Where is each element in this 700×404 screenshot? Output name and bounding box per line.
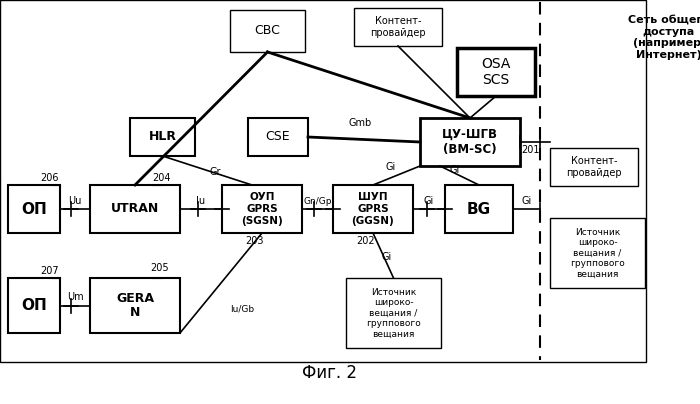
Bar bbox=[333, 185, 413, 233]
Text: Gi: Gi bbox=[522, 196, 532, 206]
Bar bbox=[346, 278, 441, 348]
Text: Источник
широко-
вещания /
группового
вещания: Источник широко- вещания / группового ве… bbox=[570, 228, 625, 278]
Bar bbox=[90, 278, 180, 333]
Text: Источник
широко-
вещания /
группового
вещания: Источник широко- вещания / группового ве… bbox=[366, 288, 421, 338]
Bar bbox=[550, 218, 645, 288]
Text: Gn/Gp: Gn/Gp bbox=[304, 197, 332, 206]
Text: 205: 205 bbox=[150, 263, 169, 273]
Text: UTRAN: UTRAN bbox=[111, 202, 159, 215]
Text: Gi: Gi bbox=[385, 162, 396, 172]
Text: CSE: CSE bbox=[266, 130, 290, 143]
Text: Um: Um bbox=[66, 292, 83, 303]
Text: Gi: Gi bbox=[450, 165, 461, 175]
Text: Iu: Iu bbox=[197, 196, 206, 206]
Bar bbox=[550, 148, 638, 186]
Bar bbox=[420, 118, 520, 166]
Text: 203: 203 bbox=[246, 236, 265, 246]
Text: ОП: ОП bbox=[21, 298, 47, 313]
Text: Контент-
провайдер: Контент- провайдер bbox=[566, 156, 622, 178]
Text: CBC: CBC bbox=[255, 25, 281, 38]
Text: 207: 207 bbox=[40, 266, 59, 276]
Text: BG: BG bbox=[467, 202, 491, 217]
Text: Gmb: Gmb bbox=[349, 118, 372, 128]
Text: ОУП
GPRS
(SGSN): ОУП GPRS (SGSN) bbox=[241, 192, 283, 225]
Bar bbox=[230, 10, 305, 52]
Text: ЦУ-ШГВ
(BM-SC): ЦУ-ШГВ (BM-SC) bbox=[442, 128, 498, 156]
Text: 204: 204 bbox=[152, 173, 171, 183]
Text: HLR: HLR bbox=[148, 130, 176, 143]
Bar bbox=[8, 278, 60, 333]
Text: 202: 202 bbox=[357, 236, 375, 246]
Bar bbox=[445, 185, 513, 233]
Text: 201: 201 bbox=[521, 145, 539, 155]
Bar bbox=[248, 118, 308, 156]
Bar bbox=[8, 185, 60, 233]
Text: OSA
SCS: OSA SCS bbox=[482, 57, 511, 87]
Bar bbox=[0, 0, 646, 362]
Text: Iu/Gb: Iu/Gb bbox=[230, 305, 254, 314]
Bar bbox=[90, 185, 180, 233]
Text: Uu: Uu bbox=[69, 196, 82, 206]
Text: Сеть общего
доступа
(например,
Интернет): Сеть общего доступа (например, Интернет) bbox=[628, 15, 700, 60]
Text: Gr: Gr bbox=[210, 167, 221, 177]
Bar bbox=[457, 48, 535, 96]
Text: 206: 206 bbox=[40, 173, 59, 183]
Text: GERA
N: GERA N bbox=[116, 292, 154, 320]
Text: Фиг. 2: Фиг. 2 bbox=[302, 364, 358, 382]
Bar bbox=[222, 185, 302, 233]
Bar bbox=[354, 8, 442, 46]
Text: Gi: Gi bbox=[382, 252, 392, 262]
Text: ШУП
GPRS
(GGSN): ШУП GPRS (GGSN) bbox=[351, 192, 394, 225]
Text: Gi: Gi bbox=[424, 196, 434, 206]
Bar bbox=[130, 118, 195, 156]
Text: Контент-
провайдер: Контент- провайдер bbox=[370, 16, 426, 38]
Text: ОП: ОП bbox=[21, 202, 47, 217]
